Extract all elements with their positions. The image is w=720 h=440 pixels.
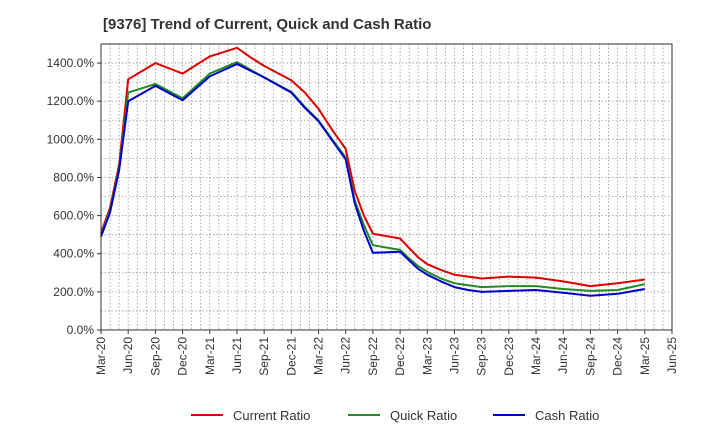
x-tick-label: Jun-23	[447, 337, 461, 374]
x-tick-label: Sep-20	[148, 337, 162, 376]
y-tick-label: 1400.0%	[47, 56, 95, 70]
x-tick-label: Mar-24	[529, 337, 543, 375]
x-tick-label: Dec-21	[284, 337, 298, 376]
x-tick-label: Mar-20	[94, 337, 108, 375]
chart-title: [9376] Trend of Current, Quick and Cash …	[103, 16, 431, 33]
y-tick-label: 1200.0%	[47, 94, 95, 108]
x-tick-label: Jun-25	[665, 337, 679, 374]
plot-frame	[100, 43, 673, 331]
x-tick-label: Sep-24	[583, 337, 597, 376]
axes: 0.0% 200.0% 400.0% 600.0% 800.0% 1000.0% 1200.…	[47, 56, 679, 376]
x-tick-label: Jun-22	[339, 337, 353, 374]
legend-label: Current Ratio	[233, 408, 310, 423]
series-line-quick-ratio	[100, 61, 646, 292]
x-tick-label: Jun-24	[556, 337, 570, 374]
x-tick-label: Mar-23	[420, 337, 434, 375]
y-tick-label: 400.0%	[53, 247, 94, 261]
legend-label: Cash Ratio	[535, 408, 599, 423]
x-tick-label: Sep-23	[475, 337, 489, 376]
x-tick-label: Mar-22	[312, 337, 326, 375]
y-tick-label: 600.0%	[53, 209, 94, 223]
grid	[100, 43, 673, 331]
y-tick-label: 1000.0%	[47, 132, 95, 146]
series-line-current-ratio	[100, 46, 645, 288]
legend: Current Ratio Quick Ratio Cash Ratio	[191, 408, 599, 423]
x-tick-label: Dec-20	[176, 337, 190, 376]
x-tick-label: Dec-24	[611, 337, 625, 376]
y-tick-label: 800.0%	[53, 170, 94, 184]
x-tick-label: Sep-21	[257, 337, 271, 376]
x-tick-label: Sep-22	[366, 337, 380, 376]
x-tick-label: Mar-21	[203, 337, 217, 375]
series-line-cash-ratio	[100, 63, 645, 297]
x-tick-label: Jun-20	[121, 337, 135, 374]
x-tick-label: Mar-25	[638, 337, 652, 375]
x-tick-label: Dec-23	[502, 337, 516, 376]
y-tick-label: 200.0%	[53, 285, 94, 299]
y-tick-label: 0.0%	[67, 323, 95, 337]
x-tick-label: Dec-22	[393, 337, 407, 376]
series-lines	[100, 46, 646, 297]
legend-label: Quick Ratio	[390, 408, 457, 423]
x-tick-label: Jun-21	[230, 337, 244, 374]
